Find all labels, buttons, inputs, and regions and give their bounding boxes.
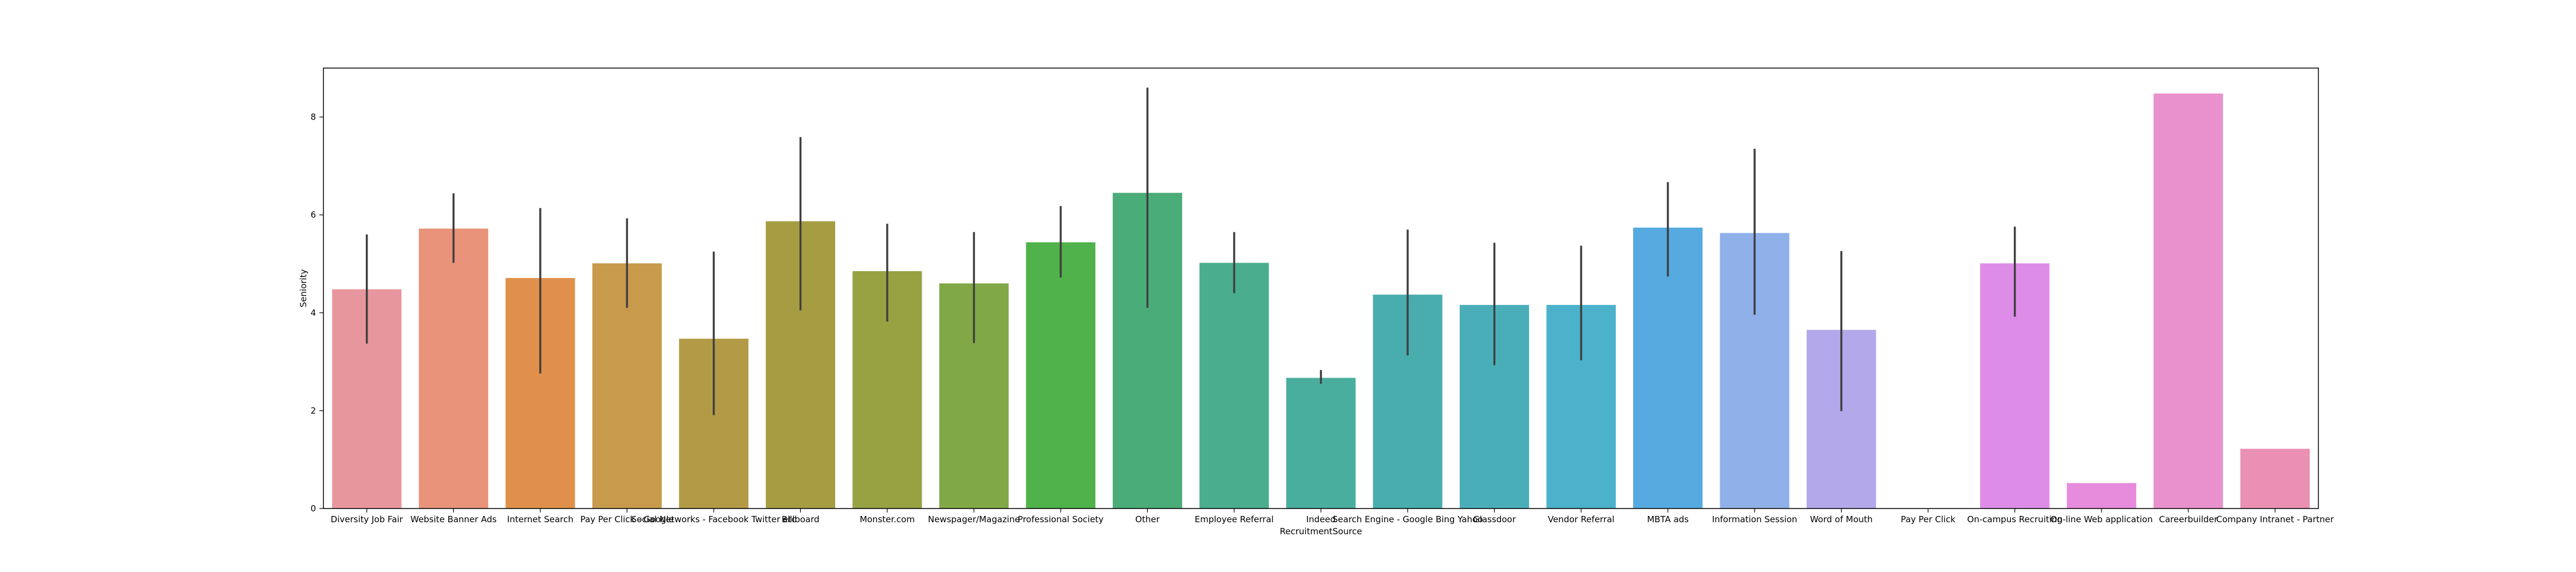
bar xyxy=(1199,263,1269,509)
y-tick-label: 2 xyxy=(310,406,316,416)
x-tick-label: Social Networks - Facebook Twitter etc xyxy=(631,514,796,525)
bar xyxy=(1286,378,1356,509)
x-tick-label: Pay Per Click - Google xyxy=(580,514,674,525)
x-tick-label: Glassdoor xyxy=(1473,514,1516,525)
x-tick-label: Professional Society xyxy=(1018,514,1104,525)
x-tick-label: Monster.com xyxy=(860,514,915,525)
x-tick-label: Information Session xyxy=(1712,514,1797,525)
x-tick-label: Word of Mouth xyxy=(1810,514,1873,525)
y-axis: 0 2 4 6 8 xyxy=(310,112,323,514)
x-axis-label: RecruitmentSource xyxy=(1280,526,1362,537)
y-tick-label: 4 xyxy=(310,308,316,318)
x-tick-label: Company Intranet - Partner xyxy=(2217,514,2334,525)
x-tick-label: Other xyxy=(1135,514,1160,525)
bar xyxy=(2067,483,2136,509)
x-tick-label: Internet Search xyxy=(507,514,574,525)
x-tick-label: Website Banner Ads xyxy=(410,514,497,525)
x-axis: Diversity Job Fair Website Banner Ads Inte… xyxy=(331,509,2334,525)
x-tick-label: Employee Referral xyxy=(1195,514,1274,525)
x-tick-label: Diversity Job Fair xyxy=(331,514,404,525)
x-tick-label: Careerbuilder xyxy=(2159,514,2218,525)
bar xyxy=(418,228,488,509)
error-bars-group xyxy=(366,88,2016,415)
x-tick-label: On-campus Recruiting xyxy=(1967,514,2063,525)
bar xyxy=(2240,448,2310,509)
bar xyxy=(1026,242,1096,509)
x-tick-label: Vendor Referral xyxy=(1548,514,1614,525)
x-tick-label: Search Engine - Google Bing Yahoo xyxy=(1333,514,1483,525)
x-tick-label: On-line Web application xyxy=(2050,514,2153,525)
x-tick-label: Indeed xyxy=(1306,514,1336,525)
bar xyxy=(2154,93,2223,509)
y-axis-label: Seniority xyxy=(298,269,309,308)
x-tick-label: MBTA ads xyxy=(1647,514,1689,525)
x-tick-label: Newspager/Magazine xyxy=(928,514,1020,525)
y-tick-label: 8 xyxy=(310,112,316,122)
y-tick-label: 0 xyxy=(310,503,316,514)
bars-group xyxy=(332,93,2310,509)
plot-frame xyxy=(323,67,2319,509)
x-tick-label: Pay Per Click xyxy=(1901,514,1955,525)
x-tick-label: Billboard xyxy=(781,514,819,525)
y-tick-label: 6 xyxy=(310,210,316,220)
